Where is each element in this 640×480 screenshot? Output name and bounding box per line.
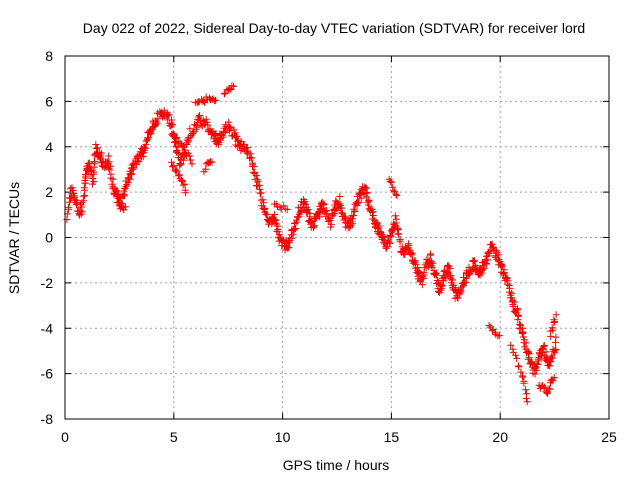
x-tick-label: 25 bbox=[601, 429, 617, 445]
series-points bbox=[63, 82, 560, 406]
x-tick-label: 5 bbox=[170, 429, 178, 445]
y-tick-label: 0 bbox=[45, 230, 53, 246]
y-tick-labels: -8 -6 -4 -2 0 2 4 6 8 bbox=[41, 48, 54, 427]
x-axis-label: GPS time / hours bbox=[283, 457, 390, 473]
y-tick-label: -8 bbox=[41, 411, 54, 427]
data-points bbox=[63, 82, 560, 406]
y-tick-label: 6 bbox=[45, 93, 53, 109]
grid-lines bbox=[65, 56, 609, 419]
y-tick-label: -2 bbox=[41, 275, 54, 291]
x-tick-label: 0 bbox=[61, 429, 69, 445]
x-tick-labels: 0 5 10 15 20 25 bbox=[61, 429, 617, 445]
y-tick-label: 2 bbox=[45, 184, 53, 200]
x-tick-label: 20 bbox=[492, 429, 508, 445]
y-tick-label: 4 bbox=[45, 139, 53, 155]
axis-ticks bbox=[64, 55, 610, 420]
chart-title: Day 022 of 2022, Sidereal Day-to-day VTE… bbox=[83, 20, 585, 36]
y-tick-label: 8 bbox=[45, 48, 53, 64]
x-tick-label: 10 bbox=[275, 429, 291, 445]
x-tick-label: 15 bbox=[384, 429, 400, 445]
y-tick-label: -6 bbox=[41, 366, 54, 382]
y-tick-label: -4 bbox=[41, 320, 54, 336]
y-axis-label: SDTVAR / TECUs bbox=[6, 182, 22, 294]
